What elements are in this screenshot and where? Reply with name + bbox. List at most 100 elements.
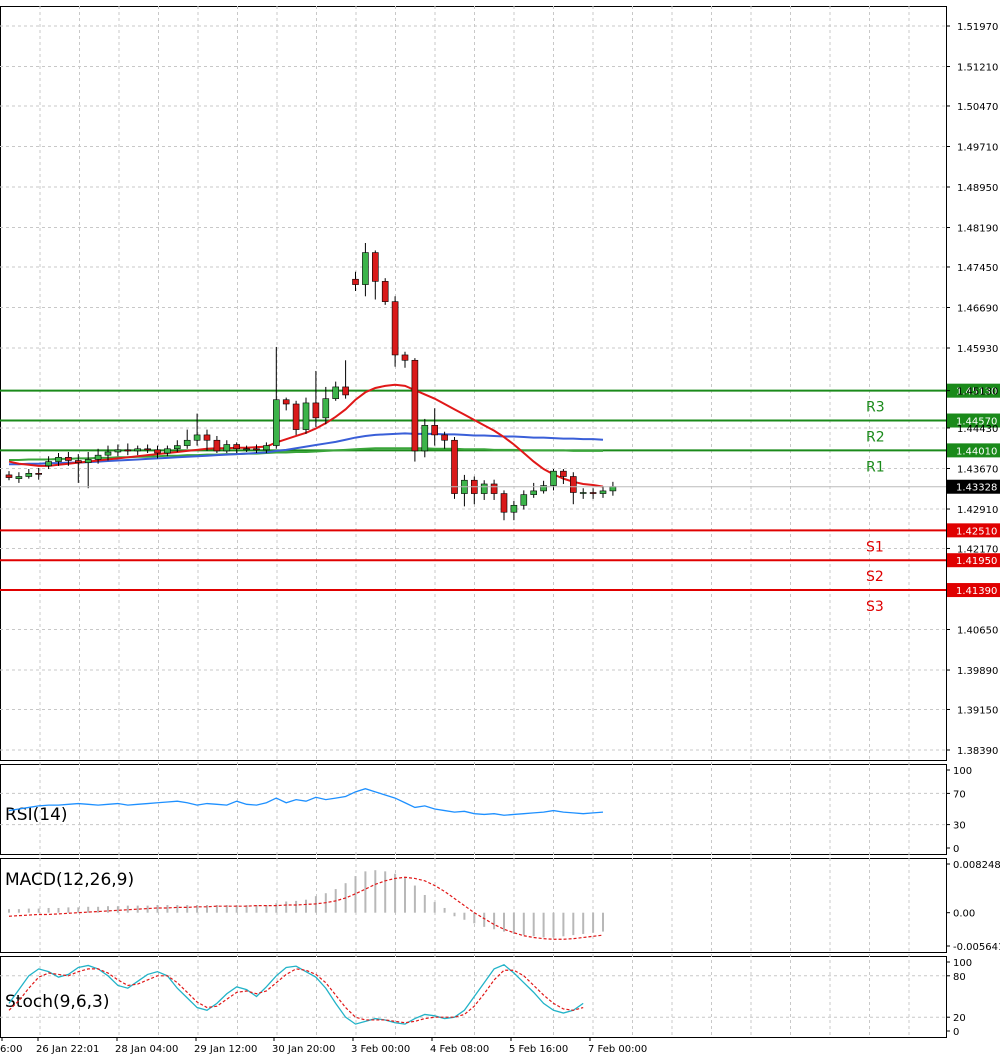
candle-bull[interactable] <box>599 490 607 494</box>
time-tick-label: 28 Jan 04:00 <box>115 1044 178 1055</box>
macd-label: MACD(12,26,9) <box>5 870 134 890</box>
candle-bear[interactable] <box>5 474 13 478</box>
candle-bear[interactable] <box>451 439 458 494</box>
candle-bear[interactable] <box>35 473 43 475</box>
price-tick-label: 1.51970 <box>957 22 998 33</box>
candle-bull[interactable] <box>84 459 92 463</box>
candle-bull[interactable] <box>45 461 52 467</box>
grid <box>0 6 947 1038</box>
candle-bear[interactable] <box>282 399 290 405</box>
candle-bear[interactable] <box>75 460 82 463</box>
candle-bear[interactable] <box>154 449 161 454</box>
candle-bull[interactable] <box>183 439 191 446</box>
candle-bear[interactable] <box>144 448 151 451</box>
panel-frame <box>0 764 947 855</box>
stoch-tick-label: 20 <box>953 1013 966 1024</box>
candle-bear[interactable] <box>312 402 320 419</box>
candle-bull[interactable] <box>223 444 231 452</box>
candle-bull[interactable] <box>94 454 102 460</box>
candle-bear[interactable] <box>292 403 300 430</box>
candlesticks <box>5 242 617 521</box>
candle-bull[interactable] <box>263 445 270 451</box>
candle-bull[interactable] <box>322 398 330 419</box>
level-price-label: 1.41950 <box>956 556 997 567</box>
candle-bear[interactable] <box>203 434 211 441</box>
candle-bear[interactable] <box>401 354 409 361</box>
level-price-label: 1.45130 <box>956 387 997 398</box>
stoch-tick-label: 0 <box>953 1027 959 1038</box>
price-tick-label: 1.42910 <box>957 505 998 516</box>
candle-bear[interactable] <box>431 425 439 436</box>
candle-bear[interactable] <box>253 448 260 451</box>
candle-bear[interactable] <box>560 470 567 477</box>
stoch-tick-label: 80 <box>953 972 966 983</box>
level-name-r3: R3 <box>866 400 885 416</box>
candle-bull[interactable] <box>174 445 181 450</box>
time-tick-label: 5 Feb 16:00 <box>509 1044 568 1055</box>
candle-bear[interactable] <box>569 476 577 493</box>
level-name-r1: R1 <box>866 459 885 475</box>
candle-bull[interactable] <box>193 434 201 441</box>
candle-bull[interactable] <box>243 448 250 451</box>
candle-bear[interactable] <box>490 483 498 494</box>
price-tick-label: 1.42170 <box>957 544 998 555</box>
candle-bear[interactable] <box>411 359 419 452</box>
candle-bear[interactable] <box>441 434 448 441</box>
candle-bear[interactable] <box>342 386 349 396</box>
candle-bear[interactable] <box>233 444 240 450</box>
current-price-box <box>947 479 1000 494</box>
candle-bear[interactable] <box>500 493 508 513</box>
level-name-r2: R2 <box>866 430 885 446</box>
candle-bull[interactable] <box>520 494 528 506</box>
price-axis: 1.51970 1.51210 1.50470 1.49710 1.48950 1.481… <box>0 22 1000 757</box>
candle-bull[interactable] <box>579 492 587 494</box>
price-tick-label: 1.38390 <box>957 746 998 757</box>
candle-bull[interactable] <box>15 476 23 479</box>
candle-bull[interactable] <box>332 386 340 399</box>
candle-bull[interactable] <box>530 490 538 495</box>
price-tick-label: 1.45930 <box>957 344 998 355</box>
time-tick-label: 4 Feb 08:00 <box>430 1044 489 1055</box>
stoch-label: Stoch(9,6,3) <box>5 992 110 1012</box>
candle-bull[interactable] <box>550 470 557 486</box>
candle-bull[interactable] <box>25 473 33 477</box>
price-tick-label: 1.51210 <box>957 63 998 74</box>
rsi-label: RSI(14) <box>5 805 68 825</box>
level-price-box <box>947 583 1000 598</box>
time-tick-label: 30 Jan 20:00 <box>272 1044 335 1055</box>
candle-bear[interactable] <box>589 492 597 494</box>
price-tick-label: 1.39150 <box>957 705 998 716</box>
candle-bull[interactable] <box>164 448 171 454</box>
time-axis: 6:00 26 Jan 22:01 28 Jan 04:00 29 Jan 12:00… <box>0 1037 647 1055</box>
candle-bull[interactable] <box>272 399 280 446</box>
level-name-s3: S3 <box>866 599 884 615</box>
candle-bear[interactable] <box>352 278 359 285</box>
candle-bull[interactable] <box>609 486 617 492</box>
candle-bear[interactable] <box>391 301 399 356</box>
candle-bear[interactable] <box>371 252 379 282</box>
candle-bull[interactable] <box>510 504 518 513</box>
candle-bear[interactable] <box>381 281 389 302</box>
macd-tick-label: 0.008248 <box>953 860 1000 871</box>
level-name-s2: S2 <box>866 569 884 585</box>
candle-bull[interactable] <box>480 483 488 494</box>
support-resistance-levels: R3 1.45130 R2 1.44570 R1 1.44010 S1 1.42510 S2 1.… <box>0 383 1000 615</box>
candle-bull[interactable] <box>421 425 429 452</box>
panel-frame <box>0 956 947 1038</box>
candle-bull[interactable] <box>302 402 310 430</box>
level-price-box <box>947 413 1000 428</box>
candle-bear[interactable] <box>124 449 132 452</box>
candle-bull[interactable] <box>55 457 62 462</box>
candle-bear[interactable] <box>213 439 221 452</box>
candle-bull[interactable] <box>114 449 122 453</box>
price-tick-label: 1.48190 <box>957 224 998 235</box>
candle-bull[interactable] <box>104 451 112 456</box>
macd-signal-line <box>8 876 604 940</box>
candle-bull[interactable] <box>362 252 369 285</box>
candle-bear[interactable] <box>65 457 72 461</box>
candle-bull[interactable] <box>134 448 141 452</box>
rsi-tick-label: 0 <box>953 844 959 855</box>
candle-bull[interactable] <box>540 485 547 492</box>
